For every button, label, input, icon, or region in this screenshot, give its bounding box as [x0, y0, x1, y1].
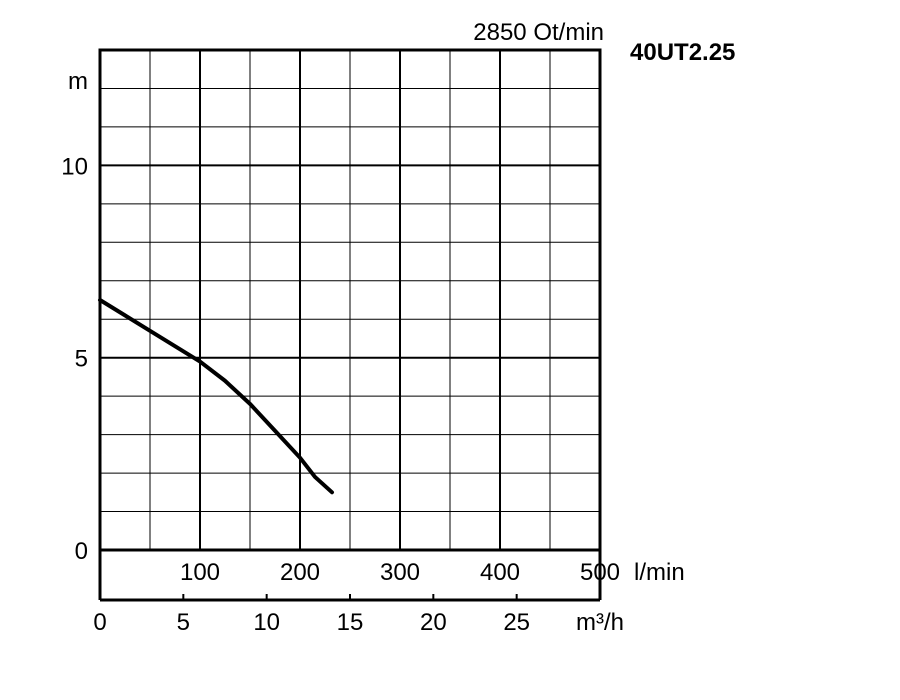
chart-subtitle: 2850 Ot/min	[473, 19, 604, 46]
x-axis-unit-m3h: m³/h	[576, 609, 624, 636]
chart-title: 40UT2.25	[630, 39, 735, 66]
tick-labels: 0 5 10 100 200 300 400 500 0 5 10 15 20 25	[61, 153, 620, 636]
pump-curve-line-0	[98, 298, 334, 495]
x-tick-label-m3h: 15	[337, 609, 364, 636]
y-tick-label: 5	[75, 346, 88, 373]
x-tick-label-m3h: 25	[503, 609, 530, 636]
x-tick-label-m3h: 10	[253, 609, 280, 636]
y-tick-label: 10	[61, 153, 88, 180]
x-tick-label-m3h: 20	[420, 609, 447, 636]
x-tick-label-m3h: 5	[177, 609, 190, 636]
plot-frame	[98, 48, 602, 602]
x-tick-label-lpm: 500	[580, 559, 620, 586]
grid	[100, 50, 600, 550]
x-tick-label-lpm: 400	[480, 559, 520, 586]
x-axis-unit-lpm: l/min	[634, 559, 685, 586]
x-tick-label-lpm: 200	[280, 559, 320, 586]
x-tick-label-lpm: 300	[380, 559, 420, 586]
plot-border	[98, 48, 602, 552]
x-tick-label-m3h: 0	[93, 609, 106, 636]
series-layer	[98, 298, 334, 495]
x-tick-label-lpm: 100	[180, 559, 220, 586]
y-tick-label: 0	[75, 538, 88, 565]
y-axis-label: m	[68, 68, 88, 95]
